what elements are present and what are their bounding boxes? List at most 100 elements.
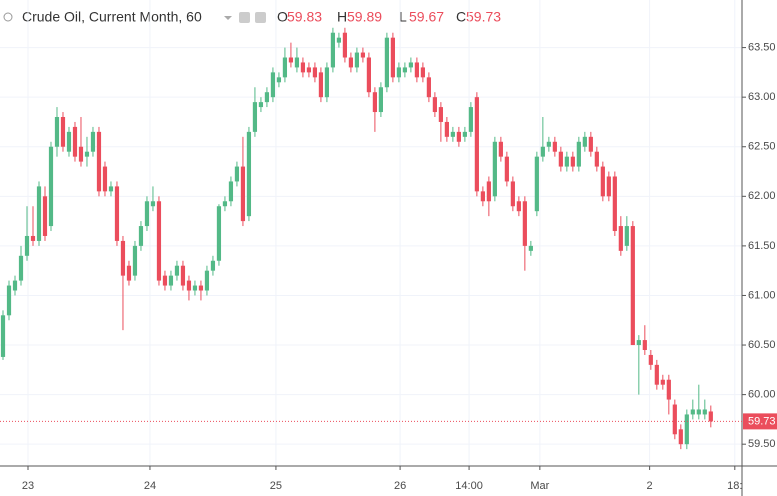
candle-body xyxy=(432,97,437,113)
legend-key: C xyxy=(456,9,466,25)
candle-body xyxy=(300,62,306,73)
candle-body xyxy=(600,166,605,197)
candle-body xyxy=(702,409,707,415)
candle-body xyxy=(318,72,324,98)
candle-body xyxy=(234,166,240,182)
candle-body xyxy=(282,57,288,78)
candle-body xyxy=(540,146,545,157)
candle-body xyxy=(690,409,695,415)
legend-key: L xyxy=(399,9,407,25)
x-tick-label: 26 xyxy=(394,480,406,492)
candle-body xyxy=(576,141,581,167)
candle-body xyxy=(630,226,635,346)
candle-body xyxy=(330,32,336,68)
candle-body xyxy=(384,37,389,88)
candle-body xyxy=(660,379,665,385)
y-tick-label: 60.50 xyxy=(748,339,776,351)
candle-body xyxy=(402,67,407,73)
candle-body xyxy=(642,340,647,350)
candle-body xyxy=(426,77,431,98)
candle-body xyxy=(138,226,144,246)
settings-icon[interactable] xyxy=(239,12,250,23)
candle-body xyxy=(150,201,156,207)
candle-body xyxy=(156,201,162,281)
candle-body xyxy=(570,156,575,167)
candle-body xyxy=(198,285,204,291)
candle-body xyxy=(348,57,354,68)
candle-body xyxy=(216,206,222,261)
candle-body xyxy=(672,404,677,435)
candle-body xyxy=(360,52,366,58)
candle-body xyxy=(90,131,96,152)
candle-body xyxy=(528,245,533,251)
candle-body xyxy=(72,126,78,157)
legend-value: 59.67 xyxy=(409,9,444,25)
candle-body xyxy=(204,270,210,291)
candle-body xyxy=(516,201,521,212)
candle-body xyxy=(240,166,246,222)
candle-body xyxy=(174,265,180,276)
candle-body xyxy=(558,151,563,167)
candle-body xyxy=(624,226,629,246)
candle-body xyxy=(276,77,282,83)
y-tick-label: 62.50 xyxy=(748,141,776,153)
candle-body xyxy=(582,136,587,147)
dropdown-caret[interactable] xyxy=(224,16,232,20)
candle-body xyxy=(552,141,557,152)
candle-body xyxy=(450,131,455,137)
y-tick-label: 61.00 xyxy=(748,289,776,301)
x-tick-label: 24 xyxy=(144,480,156,492)
candle-body xyxy=(522,201,527,246)
candle-body xyxy=(606,176,611,197)
y-tick-label: 63.00 xyxy=(748,91,776,103)
candle-body xyxy=(546,141,551,147)
candle-body xyxy=(462,131,467,137)
candle-body xyxy=(378,87,383,113)
candle-body xyxy=(684,414,689,445)
candle-body xyxy=(96,131,102,192)
candle-body xyxy=(222,201,228,207)
candle-body xyxy=(366,57,371,93)
candle-body xyxy=(246,131,252,217)
x-tick-label: 18: xyxy=(727,480,742,492)
candle-body xyxy=(708,411,713,422)
candle-body xyxy=(258,102,264,108)
symbol-icon xyxy=(3,12,13,22)
chart-title: Crude Oil, Current Month, 60 xyxy=(22,9,202,25)
candle-body xyxy=(438,107,443,122)
candle-body xyxy=(648,354,653,365)
candle-body xyxy=(504,156,509,182)
candle-body xyxy=(420,67,425,78)
candle-body xyxy=(270,72,276,98)
candle-body xyxy=(162,275,168,286)
candle-body xyxy=(294,57,300,68)
y-tick-label: 59.50 xyxy=(748,438,776,450)
candle-body xyxy=(354,52,360,68)
candle-body xyxy=(390,37,395,78)
legend-value: 59.83 xyxy=(287,9,322,25)
candle-body xyxy=(588,136,593,152)
candle-body xyxy=(636,340,641,346)
close-icon[interactable] xyxy=(255,12,266,23)
candle-body xyxy=(228,181,234,202)
candle-body xyxy=(492,141,497,197)
candle-body xyxy=(414,62,419,78)
candle-body xyxy=(444,121,449,137)
x-tick-label: Mar xyxy=(530,480,549,492)
candle-body xyxy=(24,235,30,256)
candle-body xyxy=(396,67,401,78)
candle-body xyxy=(564,156,569,167)
last-price-box xyxy=(743,413,777,430)
candle-body xyxy=(336,37,342,43)
candle-body xyxy=(210,260,216,271)
candle-body xyxy=(456,131,461,142)
legend-key: O xyxy=(277,9,288,25)
x-tick-label: 14:00 xyxy=(455,480,483,492)
candle-body xyxy=(678,429,683,445)
candle-body xyxy=(666,379,671,400)
candle-body xyxy=(132,245,138,276)
candle-body xyxy=(612,176,617,232)
candle-body xyxy=(144,201,150,227)
candle-body xyxy=(120,240,126,276)
